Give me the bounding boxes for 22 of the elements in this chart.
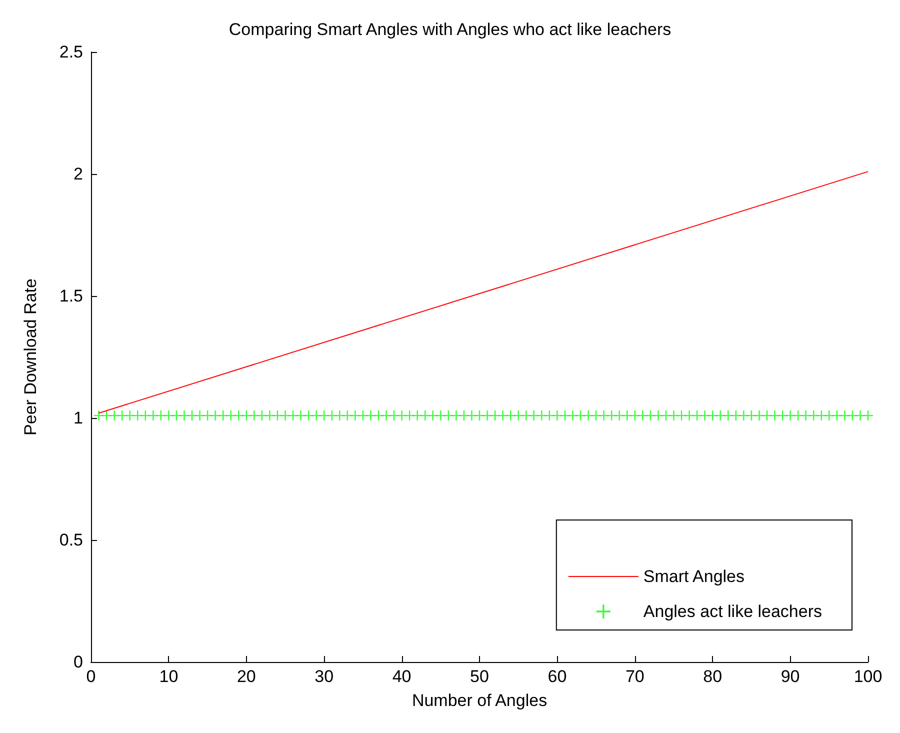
y-tick-label: 2	[74, 164, 83, 184]
x-tick-label: 100	[854, 667, 882, 686]
x-tick-label: 60	[548, 667, 567, 686]
x-tick-label: 80	[703, 667, 722, 686]
x-tick-label: 0	[86, 667, 96, 686]
y-tick-label: 0	[74, 652, 83, 672]
x-tick-label: 30	[314, 667, 334, 686]
legend-label: Angles act like leachers	[643, 602, 822, 621]
x-tick-label: 40	[392, 667, 412, 686]
x-axis-title: Number of Angles	[412, 691, 548, 710]
y-tick-label: 0.5	[59, 530, 83, 550]
x-tick-label: 10	[159, 667, 178, 686]
x-tick-label: 20	[236, 667, 256, 686]
x-tick-label: 50	[470, 667, 489, 686]
x-tick-label: 70	[625, 667, 644, 686]
y-tick-label: 1.5	[59, 286, 83, 306]
y-tick-label: 2.5	[59, 42, 83, 62]
x-tick-label: 90	[780, 667, 800, 686]
y-tick-label: 1	[74, 408, 83, 428]
chart-title: Comparing Smart Angles with Angles who act like leachers	[228, 20, 672, 39]
legend-label: Smart Angles	[643, 567, 745, 586]
y-axis-title: Peer Download Rate	[21, 278, 40, 436]
